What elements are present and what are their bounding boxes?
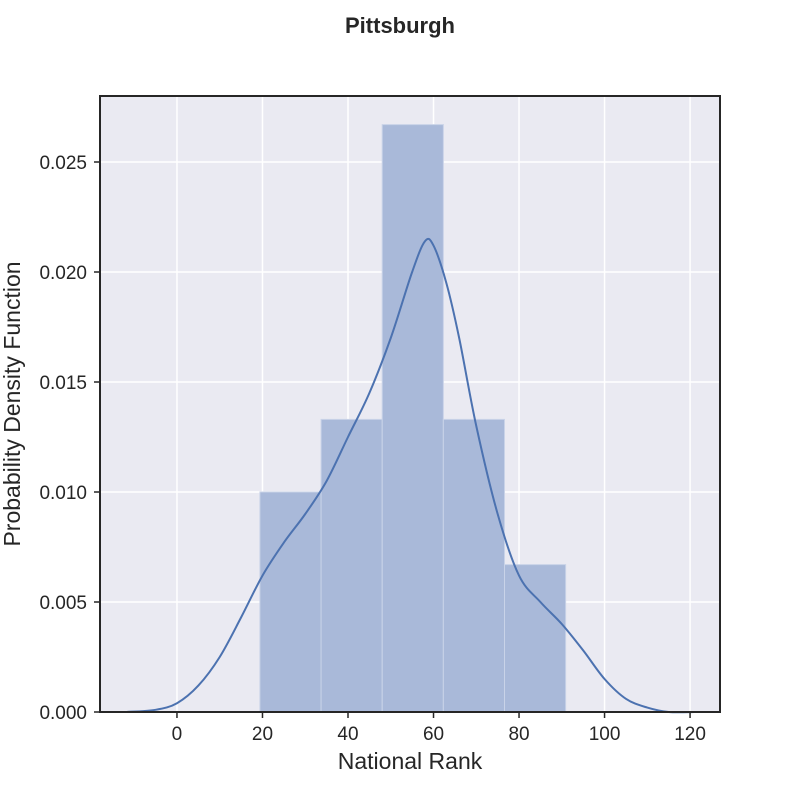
histogram-bar (259, 491, 322, 713)
y-axis-label: Probability Density Function (0, 261, 25, 546)
x-tick-label: 80 (508, 724, 529, 745)
kde-line (125, 237, 695, 714)
x-axis-label: National Rank (338, 748, 483, 774)
y-tick-label: 0.015 (39, 373, 87, 394)
x-tick-label: 40 (337, 724, 358, 745)
y-tick-label: 0.005 (39, 593, 87, 614)
y-tick-label: 0.020 (39, 263, 87, 284)
x-tick-label: 120 (674, 724, 706, 745)
histogram-bars (259, 124, 567, 713)
chart-title: Pittsburgh (345, 13, 455, 38)
plot-frame (99, 95, 721, 713)
x-tick-label: 60 (423, 724, 444, 745)
histogram-bar (442, 418, 505, 713)
y-axis-ticks: 0.000 0.005 0.010 0.015 0.020 0.025 (39, 153, 100, 724)
x-axis-ticks: 0 20 40 60 80 100 120 (172, 712, 706, 745)
y-tick-label: 0.010 (39, 483, 87, 504)
x-tick-label: 0 (172, 724, 183, 745)
y-tick-label: 0.000 (39, 703, 87, 724)
histogram-bar (320, 418, 383, 713)
x-tick-label: 100 (589, 724, 621, 745)
histogram-bar (503, 564, 567, 713)
x-tick-label: 20 (252, 724, 273, 745)
y-tick-label: 0.025 (39, 153, 87, 174)
histogram-bar (381, 124, 444, 713)
